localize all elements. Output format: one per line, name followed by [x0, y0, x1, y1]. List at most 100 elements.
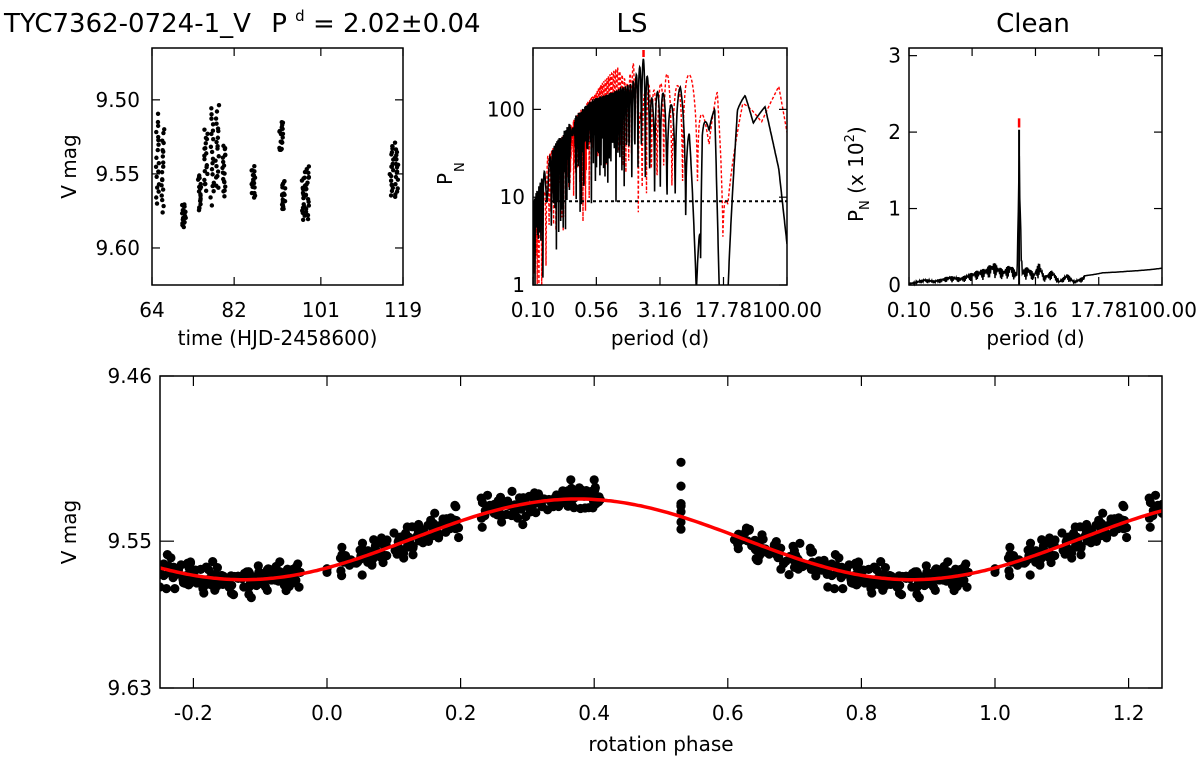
light-curve-point	[394, 165, 400, 170]
phase-point	[477, 522, 487, 532]
light-curve-point	[209, 203, 215, 208]
light-curve-point	[223, 184, 228, 189]
phase-point	[1164, 510, 1173, 519]
light-curve-point	[214, 163, 219, 169]
phase-point	[1063, 532, 1073, 542]
light-curve-point	[303, 192, 309, 198]
phase-point	[260, 582, 270, 592]
light-curve-xtick-label: 64	[139, 298, 164, 322]
phased-light-curve-panel: -0.2 0.0 0.2 0.4 0.6 0.8 1.0 1.2 9.46 9.55 9.63 V m…	[57, 364, 1173, 756]
ls-xlabel: period (d)	[611, 326, 709, 350]
light-curve-point	[216, 185, 221, 190]
light-curve-point	[214, 109, 220, 114]
light-curve-point	[215, 169, 221, 174]
phase-point	[793, 564, 803, 574]
light-curve-point	[306, 203, 312, 208]
light-curve-point	[155, 119, 161, 125]
phase-point	[676, 481, 686, 491]
light-curve-point	[304, 167, 309, 172]
phase-point	[288, 576, 298, 587]
phase-point	[811, 571, 821, 581]
light-curve-point	[160, 160, 166, 165]
light-curve-point	[304, 182, 309, 187]
phase-point	[1144, 493, 1154, 503]
phase-point	[337, 542, 347, 553]
phase-point	[1005, 542, 1015, 553]
light-curve-point	[210, 122, 216, 127]
light-curve-point	[306, 170, 311, 176]
phase-point	[1025, 538, 1036, 548]
phase-xtick-label: 1.2	[1113, 701, 1145, 725]
phase-ytick-label: 9.63	[107, 676, 152, 700]
phase-point	[1098, 508, 1108, 518]
phase-xlabel: rotation phase	[588, 732, 733, 756]
phase-point	[1089, 536, 1099, 546]
light-curve-point	[215, 135, 221, 140]
light-curve-point	[159, 197, 165, 203]
phase-point	[184, 561, 194, 571]
light-curve-point	[220, 170, 226, 175]
light-curve-point	[277, 147, 283, 153]
light-curve-point	[203, 188, 209, 194]
light-curve-xtick-label: 82	[221, 298, 246, 322]
light-curve-point	[214, 139, 219, 145]
clean-ytick-label: 0	[888, 273, 901, 297]
phase-point	[210, 585, 220, 595]
light-curve-point	[220, 155, 226, 160]
clean-title: Clean	[996, 9, 1070, 39]
light-curve-point	[304, 186, 309, 192]
light-curve-point	[388, 178, 394, 183]
phase-point	[584, 503, 594, 513]
phase-point	[1060, 549, 1070, 559]
phase-point	[392, 549, 402, 559]
phase-point	[788, 541, 798, 552]
light-curve-point	[202, 156, 207, 162]
light-curve-point	[211, 188, 216, 194]
phase-point	[408, 550, 418, 560]
light-curve-point	[213, 158, 218, 163]
light-curve-point	[160, 177, 165, 183]
period-superscript: d	[295, 7, 305, 25]
phase-point	[1109, 527, 1119, 537]
light-curve-point	[300, 217, 306, 222]
star-name: TYC7362-0724-1_V	[3, 9, 251, 39]
phase-point	[430, 508, 440, 518]
light-curve-point	[204, 136, 210, 142]
light-curve-point	[215, 146, 220, 151]
light-curve-point	[161, 140, 166, 146]
phase-point	[170, 584, 180, 594]
ls-xtick-label: 100.00	[752, 298, 822, 322]
light-curve-point	[156, 137, 161, 143]
light-curve-point	[154, 129, 159, 135]
light-curve-point	[305, 216, 311, 222]
phase-point	[184, 580, 194, 590]
light-curve-point	[252, 163, 257, 169]
light-curve-point	[389, 164, 395, 169]
light-curve-point	[209, 112, 214, 117]
phase-point	[395, 532, 405, 542]
light-curve-point	[159, 193, 164, 198]
phase-point	[533, 489, 544, 499]
light-curve-point	[220, 165, 225, 171]
phase-point	[521, 511, 531, 522]
light-curve-ytick-label: 9.55	[95, 162, 140, 186]
light-curve-point	[392, 194, 398, 200]
phase-ytick-label: 9.55	[107, 529, 152, 553]
phase-xtick-label: -0.2	[174, 701, 213, 725]
light-curve-point	[162, 127, 167, 132]
light-curve-point	[204, 164, 209, 170]
phase-point	[246, 593, 256, 603]
phase-xtick-label: 0.8	[845, 701, 877, 725]
phase-frame	[159, 375, 1163, 689]
phase-point	[896, 590, 907, 600]
phase-point	[939, 561, 949, 572]
light-curve-point	[195, 177, 201, 182]
light-curve-point	[161, 149, 166, 154]
light-curve-point	[391, 168, 396, 173]
clean-ytick-label: 1	[888, 197, 901, 221]
light-curve-point	[180, 221, 185, 226]
light-curve-point	[156, 161, 162, 166]
ls-ytick-label: 1	[512, 273, 525, 297]
